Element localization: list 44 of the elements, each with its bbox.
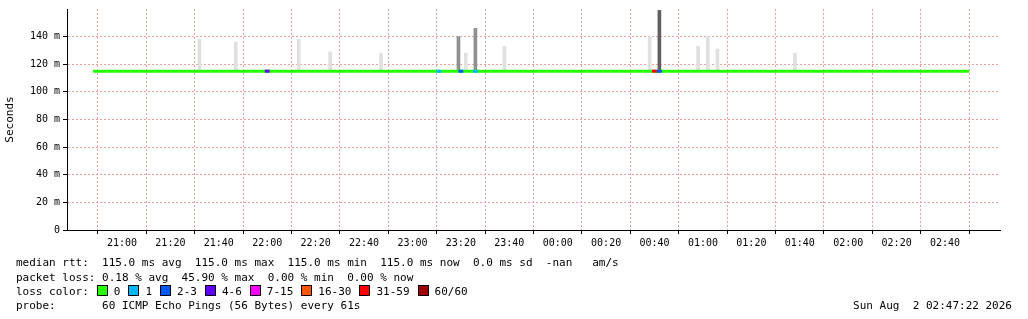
bar [296,39,301,72]
x-tick-label: 22:00 [252,236,283,248]
text: packet loss: 0.18 % avg 45.90 % max 0.00 % min 0.00 % now [16,271,414,284]
legend-label: 0 [113,285,121,298]
y-tick-label: 80 m [35,113,60,125]
x-tick-label: 23:20 [445,236,476,248]
x-tick-label: 00:40 [639,236,670,248]
y-tick-label: 120 m [29,57,60,69]
x-tick-label: 21:40 [203,236,234,248]
x-tick-label: 22:20 [300,236,331,248]
x-tick-label: 01:20 [736,236,767,248]
legend-label: 4-6 [221,285,242,298]
y-tick-label: 100 m [29,85,60,97]
text: median rtt: 115.0 ms avg 115.0 ms max 115.0 ms min 115.0 ms now 0.0 ms sd -nan am/s [16,256,619,269]
bar [705,36,710,72]
legend-label: 16-30 [318,285,352,298]
legend-label: 1 [145,285,153,298]
y-tick-label: 20 m [35,195,60,207]
x-tick-label: 00:20 [591,236,622,248]
x-tick-label: 21:20 [155,236,186,248]
y-tick-label: 40 m [35,168,60,180]
x-tick-label: 21:00 [106,236,138,248]
x-tick-label: 23:00 [397,236,428,248]
bar [233,41,238,72]
x-tick-label: 02:40 [929,236,961,248]
x-tick-label: 01:00 [687,236,719,248]
legend-label: 7-15 [266,285,294,298]
x-tick-label: 01:40 [784,236,815,248]
legend-label: 60/60 [434,285,468,298]
bar [647,36,652,72]
x-tick-label: 02:00 [833,236,864,248]
x-tick-label: 02:20 [881,236,912,248]
legend-label: 2-3 [177,285,197,298]
text: probe: 60 ICMP Echo Pings (56 Bytes) every 61s [16,299,361,312]
y-axis-title: Seconds [3,96,17,143]
x-tick-label: 23:40 [494,236,525,248]
legend-title: loss color: [16,285,89,298]
x-tick-label: 22:40 [348,236,380,248]
y-tick-label: 140 m [29,30,60,42]
x-tick-label: 00:00 [542,236,573,248]
y-tick-label: 60 m [35,140,60,152]
legend-label: 31-59 [376,285,410,298]
text: Sun Aug 2 02:47:22 2026 [853,299,1012,312]
y-tick-label: 0 [53,223,60,235]
